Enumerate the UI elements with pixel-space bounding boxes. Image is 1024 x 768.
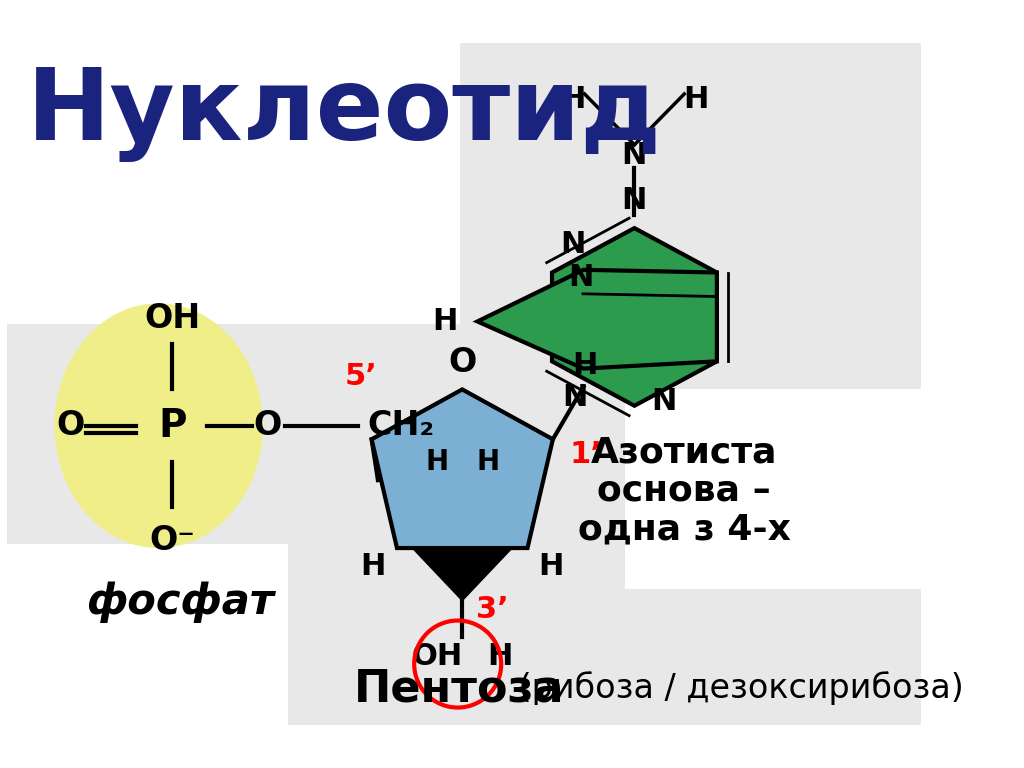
Text: CH₂: CH₂	[367, 409, 434, 442]
FancyBboxPatch shape	[7, 544, 288, 725]
Text: H: H	[432, 307, 458, 336]
Text: H: H	[476, 448, 499, 476]
Text: N: N	[560, 230, 586, 259]
Text: Азотиста: Азотиста	[591, 436, 777, 470]
FancyBboxPatch shape	[626, 389, 921, 589]
Text: Пентоза: Пентоза	[353, 667, 564, 710]
Text: 5’: 5’	[344, 362, 377, 391]
Text: H: H	[572, 352, 597, 380]
Text: N: N	[650, 387, 676, 415]
Text: (рибоза / дезоксирибоза): (рибоза / дезоксирибоза)	[508, 671, 964, 706]
FancyBboxPatch shape	[7, 43, 461, 324]
Text: OH: OH	[144, 302, 201, 335]
Text: N: N	[622, 141, 647, 170]
Text: H: H	[487, 642, 513, 671]
Text: 3’: 3’	[476, 595, 509, 624]
FancyBboxPatch shape	[7, 43, 921, 725]
Polygon shape	[552, 228, 717, 406]
Text: H: H	[683, 85, 709, 114]
Polygon shape	[413, 548, 512, 601]
Text: OH: OH	[412, 642, 463, 671]
Text: одна з 4-х: одна з 4-х	[578, 512, 791, 546]
Text: O: O	[449, 346, 476, 379]
Text: O: O	[253, 409, 282, 442]
Text: H: H	[360, 551, 386, 581]
Polygon shape	[372, 389, 553, 548]
Text: P: P	[158, 407, 186, 445]
Text: N: N	[562, 383, 587, 412]
Text: H: H	[539, 551, 564, 581]
Text: N: N	[622, 187, 647, 215]
Text: H: H	[425, 448, 449, 476]
Text: Нуклеотид: Нуклеотид	[28, 65, 663, 161]
Text: 1’: 1’	[569, 440, 602, 469]
Text: основа –: основа –	[597, 474, 771, 508]
Text: O⁻: O⁻	[150, 524, 196, 557]
Text: O: O	[56, 409, 85, 442]
Text: H: H	[560, 85, 586, 114]
Polygon shape	[477, 270, 717, 369]
Text: N: N	[568, 263, 594, 292]
Ellipse shape	[54, 303, 263, 548]
Text: фосфат: фосфат	[86, 581, 274, 624]
